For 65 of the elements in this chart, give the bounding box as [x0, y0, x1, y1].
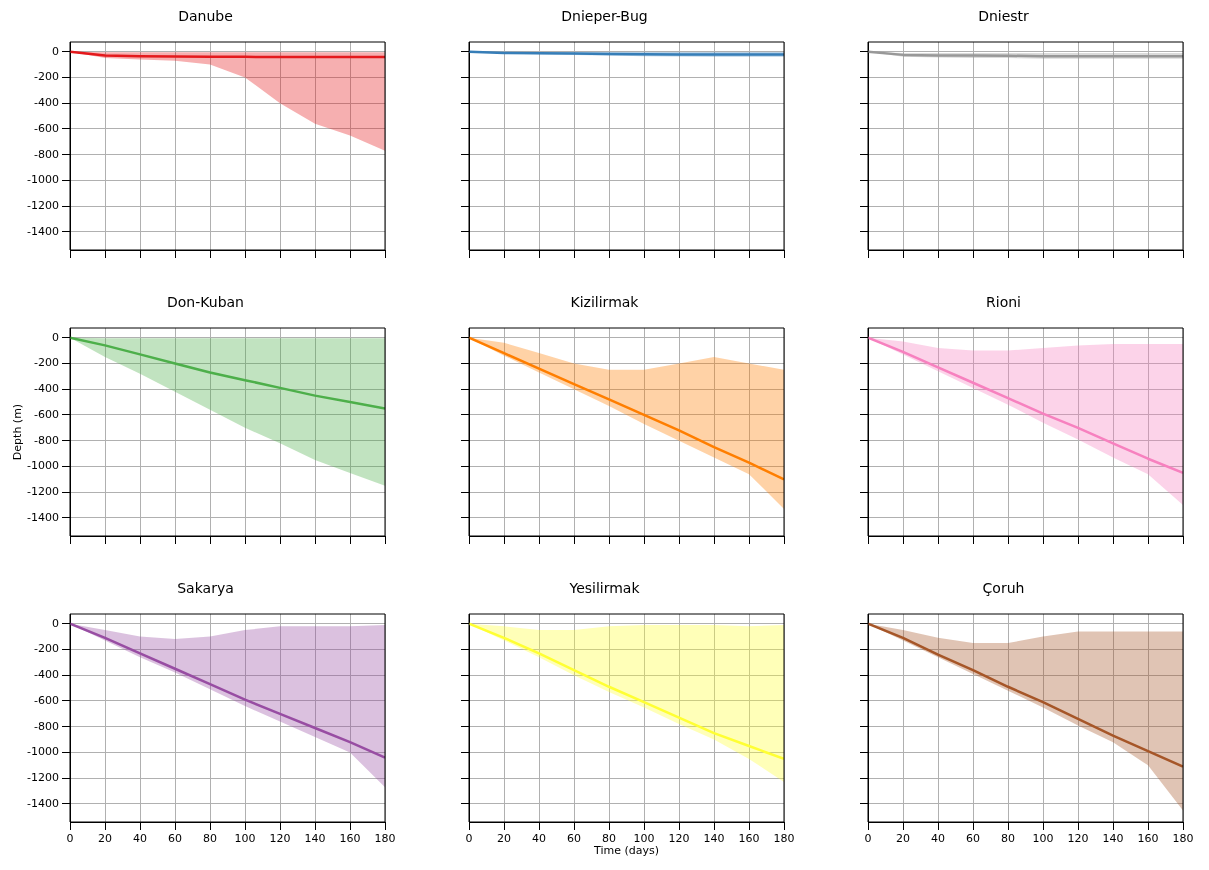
y-tick-label: -400 — [34, 668, 59, 682]
chart-title: Rioni — [986, 294, 1021, 312]
x-tick-label: 20 — [497, 832, 511, 846]
x-tick-label: 180 — [1172, 832, 1194, 846]
y-tick-label: -200 — [34, 642, 59, 656]
y-tick-label: -400 — [34, 96, 59, 110]
x-tick-label: 0 — [66, 832, 74, 846]
x-tick-label: 120 — [1067, 832, 1089, 846]
y-tick-label: -1400 — [27, 796, 59, 810]
chart-title: Yesilirmak — [569, 580, 640, 598]
x-tick-label: 60 — [567, 832, 581, 846]
y-tick-label: -800 — [34, 433, 59, 447]
y-tick-label: -1000 — [27, 459, 59, 473]
x-tick-label: 20 — [896, 832, 910, 846]
x-tick-label: 20 — [98, 832, 112, 846]
y-tick-label: -800 — [34, 719, 59, 733]
y-tick-label: -1200 — [27, 199, 59, 213]
x-tick-label: 40 — [133, 832, 147, 846]
y-tick-label: -1200 — [27, 485, 59, 499]
x-tick-label: 140 — [304, 832, 326, 846]
y-axis-title: Depth (m) — [11, 403, 25, 461]
y-tick-label: -200 — [34, 356, 59, 370]
chart-title: Çoruh — [982, 580, 1025, 598]
y-tick-label: -600 — [34, 121, 59, 135]
chart-title: Kizilirmak — [570, 294, 639, 312]
y-tick-label: -200 — [34, 70, 59, 84]
x-tick-label: 60 — [168, 832, 182, 846]
x-tick-label: 140 — [703, 832, 725, 846]
x-tick-label: 100 — [234, 832, 256, 846]
chart-title: Sakarya — [177, 580, 234, 598]
y-tick-label: -600 — [34, 693, 59, 707]
x-tick-label: 120 — [269, 832, 291, 846]
chart-title: Danube — [178, 8, 233, 26]
x-tick-label: 0 — [465, 832, 473, 846]
x-tick-label: 180 — [773, 832, 795, 846]
x-tick-label: 180 — [374, 832, 396, 846]
y-tick-label: -600 — [34, 407, 59, 421]
x-tick-label: 80 — [203, 832, 217, 846]
x-tick-label: 140 — [1102, 832, 1124, 846]
y-tick-label: 0 — [52, 330, 59, 344]
y-tick-label: -1000 — [27, 745, 59, 759]
chart-title: Dniestr — [978, 8, 1029, 26]
x-tick-label: 60 — [966, 832, 980, 846]
x-tick-label: 120 — [668, 832, 690, 846]
x-tick-label: 160 — [1137, 832, 1159, 846]
y-tick-label: -400 — [34, 382, 59, 396]
x-tick-label: 80 — [1001, 832, 1015, 846]
x-tick-label: 100 — [1032, 832, 1054, 846]
x-tick-label: 40 — [532, 832, 546, 846]
x-tick-label: 40 — [931, 832, 945, 846]
y-tick-label: 0 — [52, 44, 59, 58]
x-tick-label: 100 — [633, 832, 655, 846]
x-tick-label: 160 — [738, 832, 760, 846]
y-tick-label: -800 — [34, 147, 59, 161]
y-tick-label: -1200 — [27, 771, 59, 785]
y-tick-label: -1400 — [27, 510, 59, 524]
x-axis-title: Time (days) — [593, 844, 659, 858]
x-tick-label: 160 — [339, 832, 361, 846]
y-tick-label: 0 — [52, 616, 59, 630]
chart-title: Don-Kuban — [167, 294, 244, 312]
chart-title: Dnieper-Bug — [561, 8, 648, 26]
x-tick-label: 0 — [864, 832, 872, 846]
y-tick-label: -1000 — [27, 173, 59, 187]
x-tick-label: 80 — [602, 832, 616, 846]
y-tick-label: -1400 — [27, 224, 59, 238]
